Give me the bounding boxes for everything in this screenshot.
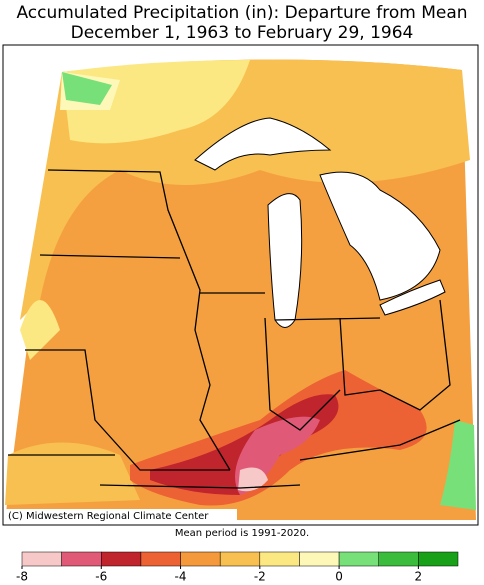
state-line: [99, 484, 301, 489]
map: (C) Midwestern Regional Climate Center: [2, 44, 479, 526]
footer-note: Mean period is 1991-2020.: [175, 528, 309, 539]
legend-tick-label: -8: [16, 570, 28, 584]
state-line: [25, 349, 230, 471]
legend-swatch: [378, 551, 419, 567]
legend-swatch: [299, 551, 340, 567]
title-line-2: December 1, 1963 to February 29, 1964: [71, 23, 414, 43]
state-line: [274, 317, 381, 321]
legend-swatch: [219, 551, 261, 567]
legend-tick-label: -6: [95, 570, 107, 584]
region-light-orange-sw: [5, 442, 140, 505]
legend-tick-label: 0: [335, 570, 343, 584]
region-light-pink: [238, 467, 268, 492]
legend-tick-label: -4: [175, 570, 187, 584]
state-line: [339, 299, 451, 411]
state-line: [47, 169, 231, 471]
legend-swatch: [180, 551, 221, 567]
state-line: [299, 419, 461, 461]
title-line-1: Accumulated Precipitation (in): Departur…: [16, 3, 467, 23]
state-line: [264, 317, 341, 431]
lake-erie: [379, 279, 446, 316]
legend-swatch: [140, 551, 181, 567]
legend: -8 -6 -4 -2 0 2: [16, 551, 459, 584]
lake-huron: [319, 171, 441, 301]
region-yellow-west: [20, 300, 60, 360]
region-green-east: [440, 420, 476, 510]
legend-swatch: [338, 551, 379, 567]
legend-swatch: [418, 551, 459, 567]
state-line: [39, 254, 181, 259]
legend-swatch: [61, 551, 102, 567]
credit: (C) Midwestern Regional Climate Center: [8, 511, 209, 522]
legend-swatch: [259, 551, 300, 567]
lake-superior: [194, 117, 332, 171]
credit-box: [5, 509, 237, 522]
legend-swatch: [21, 551, 62, 567]
region-green: [62, 72, 112, 105]
legend-swatch: [101, 551, 142, 567]
legend-tick-label: -2: [254, 570, 266, 584]
legend-tick-label: 2: [415, 570, 423, 584]
